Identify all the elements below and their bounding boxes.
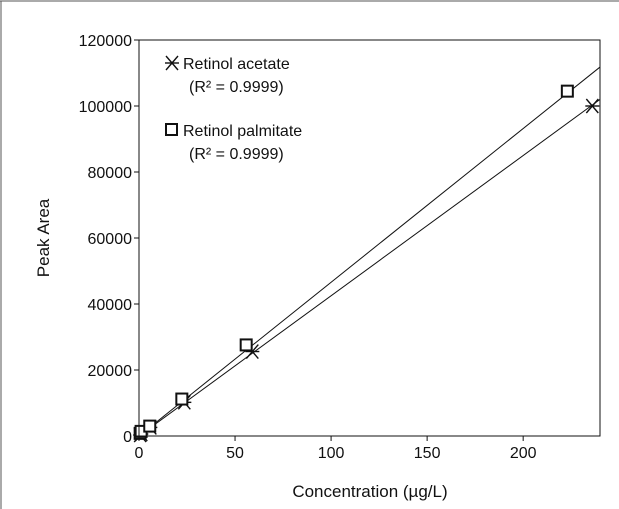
legend-r2-retinol-acetate: (R² = 0.9999) bbox=[189, 79, 284, 96]
data-point-retinol-palmitate bbox=[560, 84, 574, 98]
y-tick-label: 0 bbox=[123, 429, 132, 446]
y-tick-label: 120000 bbox=[79, 33, 132, 50]
x-tick-label: 100 bbox=[318, 445, 345, 462]
x-tick-label: 0 bbox=[135, 445, 144, 462]
legend-marker-retinol-acetate bbox=[165, 55, 179, 71]
plot-frame bbox=[138, 39, 601, 437]
data-point-retinol-acetate bbox=[585, 98, 600, 114]
x-tick-label: 50 bbox=[226, 445, 244, 462]
fit-line-retinol-acetate bbox=[139, 98, 600, 436]
x-axis-title: Concentration (µg/L) bbox=[292, 482, 447, 501]
legend-label-retinol-palmitate: Retinol palmitate bbox=[183, 123, 302, 140]
legend-marker-retinol-palmitate bbox=[165, 123, 178, 136]
y-tick-label: 40000 bbox=[88, 297, 133, 314]
axes: 0 20000 40000 60000 80000 100000 120000 0 50 100 1… bbox=[79, 33, 601, 462]
legend: Retinol acetate (R² = 0.9999) Retinol pa… bbox=[165, 55, 302, 163]
legend-label-retinol-acetate: Retinol acetate bbox=[183, 56, 290, 73]
plot-area bbox=[133, 66, 600, 443]
x-tick-label: 150 bbox=[414, 445, 441, 462]
data-point-retinol-palmitate bbox=[143, 419, 157, 433]
legend-r2-retinol-palmitate: (R² = 0.9999) bbox=[189, 146, 284, 163]
data-point-retinol-palmitate bbox=[175, 392, 189, 406]
fit-line-retinol-palmitate bbox=[139, 66, 600, 436]
y-tick-label: 100000 bbox=[79, 99, 132, 116]
y-tick-label: 20000 bbox=[88, 363, 133, 380]
y-tick-label: 80000 bbox=[88, 165, 133, 182]
y-tick-label: 60000 bbox=[88, 231, 133, 248]
y-axis-title: Peak Area bbox=[34, 198, 53, 277]
x-tick-label: 200 bbox=[510, 445, 537, 462]
data-point-retinol-palmitate bbox=[239, 338, 253, 352]
